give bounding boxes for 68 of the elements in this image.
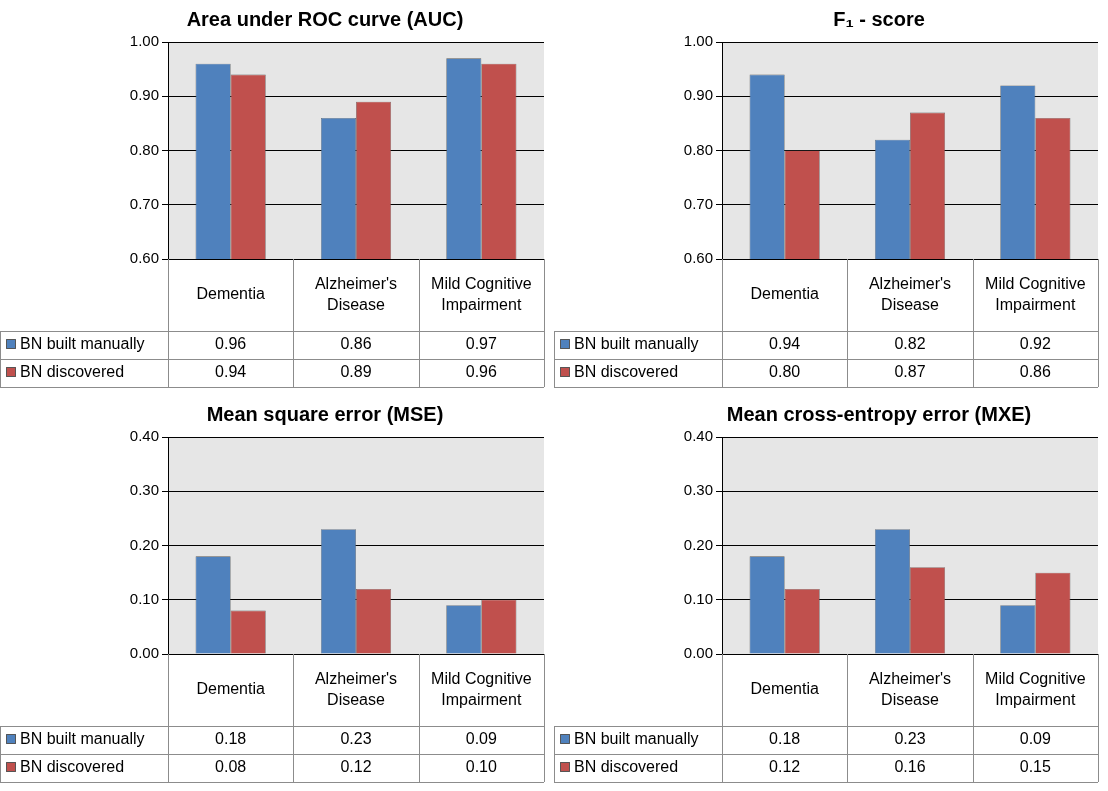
legend-label: BN discovered <box>20 363 125 381</box>
y-tick-label: 0.00 <box>129 644 159 662</box>
data-label: 0.94 <box>769 335 801 353</box>
x-tick-label: Mild Cognitive Impairment <box>431 274 532 313</box>
legend-label: BN discovered <box>574 363 679 381</box>
data-label: 0.86 <box>1019 363 1052 381</box>
chart-title: F₁ - score <box>833 7 925 30</box>
y-tick-label: 0.30 <box>129 481 159 499</box>
y-tick-label: 0.10 <box>683 589 713 607</box>
data-label: 0.82 <box>894 335 926 353</box>
legend-label: BN built manually <box>574 335 699 353</box>
data-label: 0.10 <box>465 758 498 776</box>
y-tick-label: 0.70 <box>129 194 159 212</box>
data-label: 0.94 <box>215 363 247 381</box>
legend-label: BN built manually <box>574 730 699 748</box>
data-label: 0.87 <box>894 363 926 381</box>
data-label: 0.09 <box>1019 730 1052 748</box>
data-label: 0.18 <box>769 730 801 748</box>
y-tick-label: 0.20 <box>129 535 159 553</box>
y-tick-label: 0.40 <box>129 427 159 445</box>
x-tick-label: Mild Cognitive Impairment <box>431 669 532 708</box>
data-label: 0.09 <box>465 730 498 748</box>
y-tick-label: 0.30 <box>683 481 713 499</box>
legend-label: BN built manually <box>20 335 145 353</box>
y-tick-label: 0.80 <box>683 140 713 158</box>
x-tick-label: Alzheimer's Disease <box>868 274 952 313</box>
legend-label: BN discovered <box>574 758 679 776</box>
data-label: 0.12 <box>769 758 801 776</box>
x-tick-label: Dementia <box>196 285 265 303</box>
x-tick-label: Alzheimer's Disease <box>868 669 952 708</box>
data-label: 0.80 <box>769 363 801 381</box>
chart-title: Area under ROC curve (AUC) <box>186 7 464 30</box>
y-tick-label: 0.60 <box>683 249 713 267</box>
y-tick-label: 0.80 <box>129 140 159 158</box>
legend-label: BN discovered <box>20 758 125 776</box>
y-tick-label: 0.00 <box>683 644 713 662</box>
y-tick-label: 0.70 <box>683 194 713 212</box>
x-tick-label: Mild Cognitive Impairment <box>985 274 1086 313</box>
y-tick-label: 1.00 <box>683 32 713 50</box>
y-tick-label: 1.00 <box>129 32 159 50</box>
x-tick-label: Alzheimer's Disease <box>314 669 398 708</box>
x-tick-label: Dementia <box>750 285 819 303</box>
y-tick-label: 0.10 <box>129 589 159 607</box>
y-tick-label: 0.40 <box>683 427 713 445</box>
data-label: 0.86 <box>340 335 372 353</box>
data-label: 0.89 <box>340 363 372 381</box>
chart-title: Mean cross-entropy error (MXE) <box>726 402 1032 425</box>
y-tick-label: 0.20 <box>683 535 713 553</box>
data-label: 0.92 <box>1019 335 1052 353</box>
x-tick-label: Dementia <box>750 680 819 698</box>
data-label: 0.08 <box>215 758 247 776</box>
data-label: 0.96 <box>215 335 247 353</box>
data-label: 0.18 <box>215 730 247 748</box>
x-tick-label: Mild Cognitive Impairment <box>985 669 1086 708</box>
x-tick-label: Dementia <box>196 680 265 698</box>
y-tick-label: 0.90 <box>683 86 713 104</box>
data-label: 0.12 <box>340 758 372 776</box>
y-tick-label: 0.90 <box>129 86 159 104</box>
y-tick-label: 0.60 <box>129 249 159 267</box>
data-label: 0.96 <box>465 363 498 381</box>
x-tick-label: Alzheimer's Disease <box>314 274 398 313</box>
data-label: 0.23 <box>340 730 372 748</box>
chart-title: Mean square error (MSE) <box>206 402 444 425</box>
legend-label: BN built manually <box>20 730 145 748</box>
data-label: 0.23 <box>894 730 926 748</box>
data-label: 0.97 <box>465 335 498 353</box>
data-label: 0.15 <box>1019 758 1052 776</box>
data-label: 0.16 <box>894 758 926 776</box>
